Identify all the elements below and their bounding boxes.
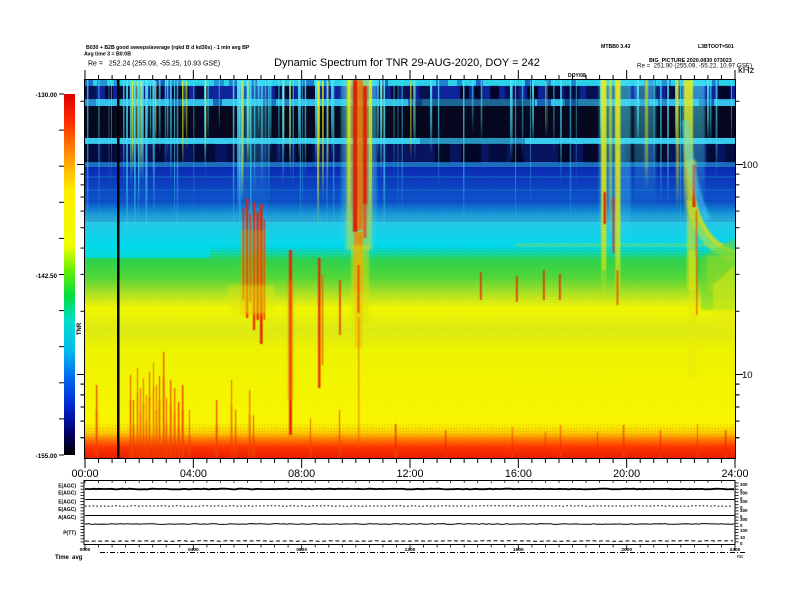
svg-text:0400: 0400	[188, 547, 199, 553]
svg-text:12:00: 12:00	[396, 468, 423, 480]
svg-text:P(TT): P(TT)	[63, 531, 76, 537]
svg-text:E(AGC): E(AGC)	[58, 484, 76, 490]
svg-text:100: 100	[740, 528, 748, 533]
svg-text:0: 0	[740, 514, 743, 519]
svg-text:0: 0	[740, 505, 743, 510]
svg-text:Time: Time	[55, 555, 70, 561]
svg-text:04:00: 04:00	[180, 468, 207, 480]
svg-text:-155.00: -155.00	[36, 453, 58, 460]
svg-text:A(AGC): A(AGC)	[58, 515, 76, 521]
svg-text:BIG_PICTURE 2020.0830 073023: BIG_PICTURE 2020.0830 073023	[649, 58, 732, 64]
svg-text:2400: 2400	[730, 547, 741, 553]
svg-text:300: 300	[740, 491, 748, 496]
svg-text:20:00: 20:00	[613, 468, 640, 480]
svg-text:MTBB0 3.43: MTBB0 3.43	[601, 44, 631, 50]
svg-text:0: 0	[740, 496, 743, 501]
svg-text:Dynamic Spectrum for TNR 29-AU: Dynamic Spectrum for TNR 29-AUG-2020, DO…	[274, 57, 540, 69]
svg-text:-130.00: -130.00	[36, 92, 58, 99]
svg-text:10: 10	[742, 370, 753, 381]
svg-text:TNR: TNR	[77, 322, 83, 335]
svg-text:Re = 251.90 (255.09, -55.22,: Re = 251.90 (255.09, -55.22, 10.97 GSE)	[637, 63, 752, 70]
svg-text:10: 10	[740, 535, 746, 540]
svg-text:E(AGC): E(AGC)	[58, 507, 76, 513]
svg-text:300: 300	[740, 508, 748, 513]
svg-text:kHz: kHz	[738, 65, 755, 76]
svg-text:08:00: 08:00	[288, 468, 315, 480]
svg-text:300: 300	[740, 482, 748, 487]
svg-text:24:00: 24:00	[721, 468, 748, 480]
svg-text:0800: 0800	[296, 547, 307, 553]
svg-text:B030 + B2B good sweeps/average: B030 + B2B good sweeps/average (rqkd B d…	[86, 45, 250, 51]
svg-text:Avg time 3 = B0:0B: Avg time 3 = B0:0B	[84, 52, 131, 58]
svg-text:16:00: 16:00	[505, 468, 532, 480]
svg-text:Re = 252.24 (255.09, -55.25,: Re = 252.24 (255.09, -55.25, 10.93 GSE)	[88, 61, 220, 68]
svg-text:100: 100	[742, 160, 758, 171]
svg-text:0: 0	[740, 541, 743, 546]
svg-text:L3BTOOT=501: L3BTOOT=501	[698, 44, 734, 50]
svg-text:300: 300	[740, 517, 748, 522]
svg-text:DOY/08: DOY/08	[568, 73, 586, 79]
svg-text:0000: 0000	[80, 547, 91, 553]
svg-text:0: 0	[740, 523, 743, 528]
svg-text:-142.50: -142.50	[36, 273, 58, 280]
svg-text:RE: RE	[737, 554, 743, 559]
svg-text:1200: 1200	[405, 547, 416, 553]
svg-text:1600: 1600	[513, 547, 524, 553]
svg-text:E(AGC): E(AGC)	[58, 491, 76, 497]
svg-text:2000: 2000	[621, 547, 632, 553]
svg-text:300: 300	[740, 499, 748, 504]
svg-text:0: 0	[740, 488, 743, 493]
svg-text:00:00: 00:00	[71, 468, 98, 480]
svg-text:E(AGC): E(AGC)	[58, 500, 76, 506]
svg-text:avg: avg	[72, 555, 83, 561]
